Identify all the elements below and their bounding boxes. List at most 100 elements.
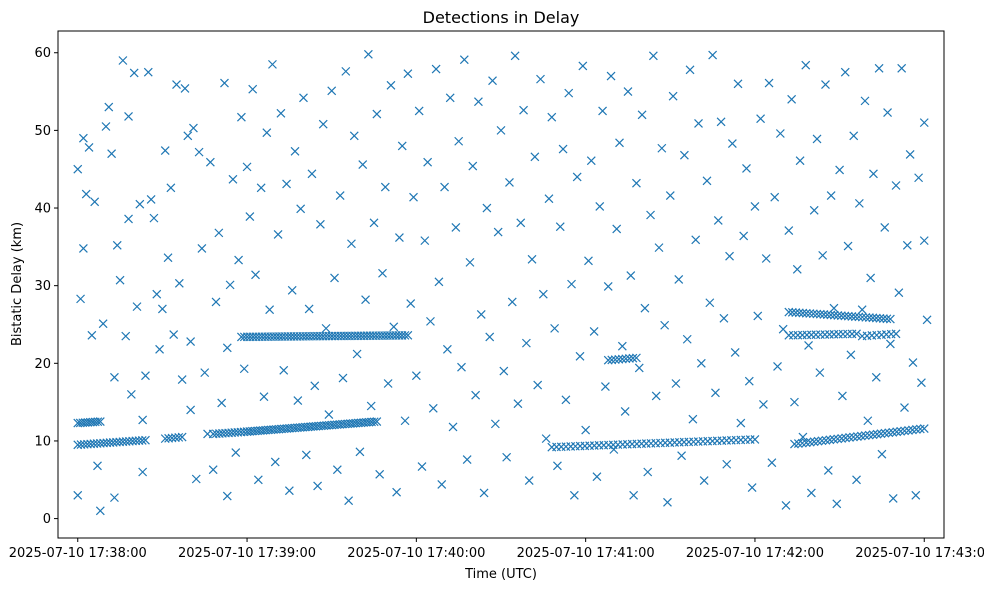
data-point <box>225 280 235 290</box>
data-point <box>610 355 620 365</box>
data-point <box>220 78 229 88</box>
data-point <box>200 368 210 378</box>
data-point <box>567 279 576 289</box>
data-point <box>640 303 650 313</box>
data-point <box>169 330 179 340</box>
data-point <box>617 354 627 364</box>
data-point <box>366 401 376 411</box>
data-point <box>911 425 921 434</box>
data-point <box>378 268 387 278</box>
data-point <box>629 490 639 500</box>
data-point <box>420 236 430 246</box>
data-point <box>753 311 763 321</box>
data-point <box>598 106 608 116</box>
x-axis-label: Time (UTC) <box>464 567 537 582</box>
data-point <box>696 358 706 368</box>
data-point <box>885 339 895 349</box>
data-point <box>581 425 591 435</box>
data-point <box>790 439 799 449</box>
data-point <box>880 223 890 232</box>
data-point <box>369 417 379 427</box>
data-point <box>380 182 390 192</box>
data-point <box>624 354 634 363</box>
data-point <box>423 157 433 167</box>
data-point <box>813 436 823 446</box>
data-point <box>891 181 901 190</box>
data-point <box>138 467 148 477</box>
data-points <box>73 49 932 516</box>
data-point <box>798 308 808 318</box>
data-point <box>530 152 540 162</box>
data-point <box>437 480 447 489</box>
data-point <box>663 497 672 507</box>
data-point <box>256 183 266 193</box>
x-tick-label: 2025-07-10 17:43:00 <box>855 546 984 561</box>
data-point <box>282 179 291 189</box>
data-point <box>141 371 150 381</box>
data-point <box>575 351 585 361</box>
data-point <box>829 310 839 320</box>
data-point <box>321 323 331 333</box>
data-point <box>279 365 289 375</box>
data-point <box>922 315 932 325</box>
data-point <box>403 330 413 340</box>
data-point <box>138 415 148 425</box>
data-point <box>290 146 300 156</box>
data-point <box>558 144 568 154</box>
data-point <box>679 150 689 160</box>
data-point <box>586 156 596 166</box>
data-point <box>110 493 119 503</box>
data-point <box>324 410 334 419</box>
data-point <box>875 313 885 323</box>
data-point <box>488 76 497 86</box>
data-point <box>259 392 269 402</box>
data-point <box>835 165 845 175</box>
data-point <box>857 305 867 315</box>
data-point <box>448 422 458 432</box>
data-point <box>493 227 503 237</box>
data-point <box>900 403 909 412</box>
data-point <box>569 490 579 500</box>
data-point <box>868 313 878 323</box>
data-point <box>773 361 782 371</box>
data-point <box>265 305 275 315</box>
data-point <box>524 476 534 485</box>
plot-frame <box>57 30 945 539</box>
data-point <box>296 204 306 214</box>
data-point <box>677 451 687 461</box>
data-point <box>651 391 661 401</box>
data-point <box>917 378 926 388</box>
data-point <box>691 235 701 245</box>
data-point <box>355 447 365 457</box>
data-point <box>694 118 703 128</box>
data-point <box>833 434 843 444</box>
data-point <box>840 311 850 321</box>
data-point <box>904 425 913 435</box>
data-point <box>248 84 258 94</box>
data-point <box>869 169 878 179</box>
data-point <box>268 59 277 69</box>
data-point <box>797 438 807 448</box>
data-point <box>327 86 337 96</box>
data-point <box>915 424 925 434</box>
data-point <box>211 297 221 307</box>
data-point <box>657 143 667 153</box>
data-point <box>832 499 842 509</box>
data-point <box>885 314 895 324</box>
data-point <box>482 203 492 213</box>
data-point <box>897 63 907 73</box>
data-point <box>770 192 780 202</box>
y-axis: 0 10 20 30 40 50 60 <box>34 46 58 527</box>
data-point <box>194 147 204 157</box>
data-point <box>440 182 449 192</box>
data-point <box>98 319 108 329</box>
y-axis-label: Bistatic Delay (km) <box>10 222 25 346</box>
data-point <box>850 312 860 322</box>
data-point <box>417 462 427 471</box>
data-point <box>837 433 847 443</box>
data-point <box>791 308 801 317</box>
data-point <box>787 307 797 317</box>
data-point <box>794 308 804 318</box>
data-point <box>253 475 263 485</box>
data-point <box>900 426 910 436</box>
